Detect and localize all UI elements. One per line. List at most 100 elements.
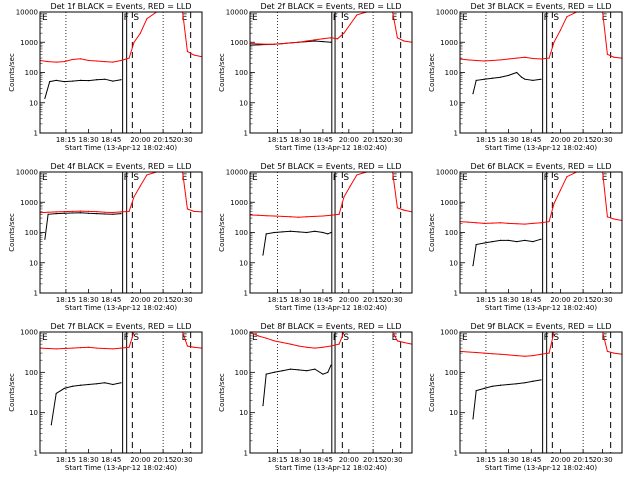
y-tick-label: 100	[445, 69, 458, 77]
series-line-lld	[460, 172, 622, 225]
data-point-lld	[186, 208, 189, 210]
event-lines	[485, 332, 612, 453]
data-point-events	[540, 379, 542, 381]
y-tick-label: 1	[244, 290, 248, 298]
data-point-lld	[343, 32, 345, 34]
data-point-lld	[96, 60, 98, 62]
data-point-events	[472, 418, 474, 420]
y-tick-label: 100	[445, 229, 458, 237]
marker-letter: S	[553, 13, 559, 23]
data-point-lld	[532, 222, 534, 224]
x-tick-label: 18:15	[56, 456, 76, 464]
y-tick-label: 1000	[20, 329, 38, 337]
data-point-events	[289, 230, 292, 232]
data-point-lld	[63, 347, 65, 350]
data-point-lld	[96, 211, 98, 213]
data-point-events	[322, 373, 324, 375]
data-point-lld	[330, 345, 332, 347]
data-point-lld	[265, 215, 267, 217]
data-point-events	[306, 231, 308, 234]
y-tick-label: 100	[25, 229, 38, 237]
y-tick-label: 10000	[226, 9, 248, 17]
data-point-lld	[613, 352, 615, 354]
y-tick-label: 10000	[226, 169, 248, 177]
data-point-lld	[47, 211, 49, 213]
data-point-lld	[606, 350, 609, 353]
y-tick-label: 100	[25, 369, 38, 377]
y-tick-label: 1	[34, 290, 38, 298]
x-axis-label: Start Time (13-Apr-12 18:02:40)	[65, 464, 177, 472]
data-point-lld	[499, 353, 502, 355]
data-point-events	[112, 383, 114, 386]
x-tick-label: 18:15	[267, 136, 287, 144]
data-point-lld	[79, 58, 82, 60]
data-point-lld	[322, 346, 324, 348]
y-axis-label: Counts/sec	[218, 53, 226, 92]
data-point-events	[88, 79, 90, 82]
data-point-lld	[336, 38, 339, 40]
data-point-lld	[508, 354, 510, 356]
data-point-events	[472, 93, 474, 95]
event-lines	[485, 12, 612, 133]
data-point-lld	[396, 207, 399, 209]
data-point-lld	[289, 42, 292, 44]
data-point-lld	[306, 346, 308, 348]
x-tick-label: 18:15	[476, 136, 496, 144]
x-tick-label: 20:00	[130, 136, 150, 144]
marker-letter: E	[462, 13, 468, 23]
data-point-lld	[548, 220, 550, 223]
x-tick-label: 20:30	[592, 456, 612, 464]
y-tick-label: 10	[29, 409, 38, 417]
data-point-events	[71, 385, 73, 387]
marker-letter: F	[333, 333, 338, 343]
data-point-events	[314, 40, 316, 42]
data-point-lld	[128, 57, 130, 59]
marker-letter: E	[42, 13, 48, 23]
x-tick-label: 18:30	[79, 296, 99, 304]
data-point-events	[499, 239, 502, 241]
y-tick-label: 10	[239, 99, 248, 107]
data-point-events	[55, 79, 57, 81]
data-point-events	[44, 97, 46, 99]
x-tick-label: 18:30	[499, 136, 519, 144]
data-point-events	[532, 380, 534, 382]
data-point-events	[327, 233, 329, 235]
x-tick-label: 20:30	[172, 296, 192, 304]
data-point-events	[112, 80, 114, 82]
data-point-lld	[516, 223, 518, 225]
y-tick-label: 10	[29, 259, 38, 267]
y-axis: 1 10 100 1000	[230, 329, 255, 458]
data-point-lld	[540, 353, 542, 355]
y-axis-label: Counts/sec	[428, 53, 436, 92]
data-point-lld	[306, 216, 308, 218]
marker-letter: F	[333, 13, 338, 23]
data-point-lld	[483, 222, 485, 224]
y-tick-label: 10000	[436, 9, 458, 17]
series-line-events	[262, 364, 332, 406]
marker-letter: S	[133, 173, 139, 183]
data-point-lld	[566, 16, 568, 18]
x-axis: 18:15 18:30 18:45 20:00 20:15 20:30	[476, 129, 613, 144]
data-point-events	[322, 41, 324, 43]
x-tick-label: 20:15	[363, 296, 383, 304]
y-axis: 1 10 100 1000 10000	[436, 169, 465, 298]
data-point-lld	[559, 189, 562, 191]
data-point-lld	[613, 218, 615, 220]
x-tick-label: 18:30	[499, 296, 519, 304]
y-tick-label: 1000	[230, 39, 248, 47]
data-point-lld	[475, 351, 477, 354]
marker-letter: F	[544, 13, 549, 23]
data-point-events	[516, 241, 518, 243]
data-point-events	[306, 370, 308, 372]
y-tick-label: 10	[449, 409, 458, 417]
y-tick-label: 10000	[16, 9, 38, 17]
y-axis-label: Counts/sec	[8, 213, 16, 252]
x-axis: 18:15 18:30 18:45 20:00 20:15 20:30	[56, 289, 193, 304]
series-line-lld	[40, 172, 202, 214]
marker-letter: E	[602, 13, 608, 23]
data-point-lld	[273, 43, 275, 45]
data-point-lld	[128, 346, 130, 348]
marker-letter: S	[343, 13, 349, 23]
x-tick-label: 18:30	[499, 456, 519, 464]
data-point-lld	[186, 50, 189, 52]
